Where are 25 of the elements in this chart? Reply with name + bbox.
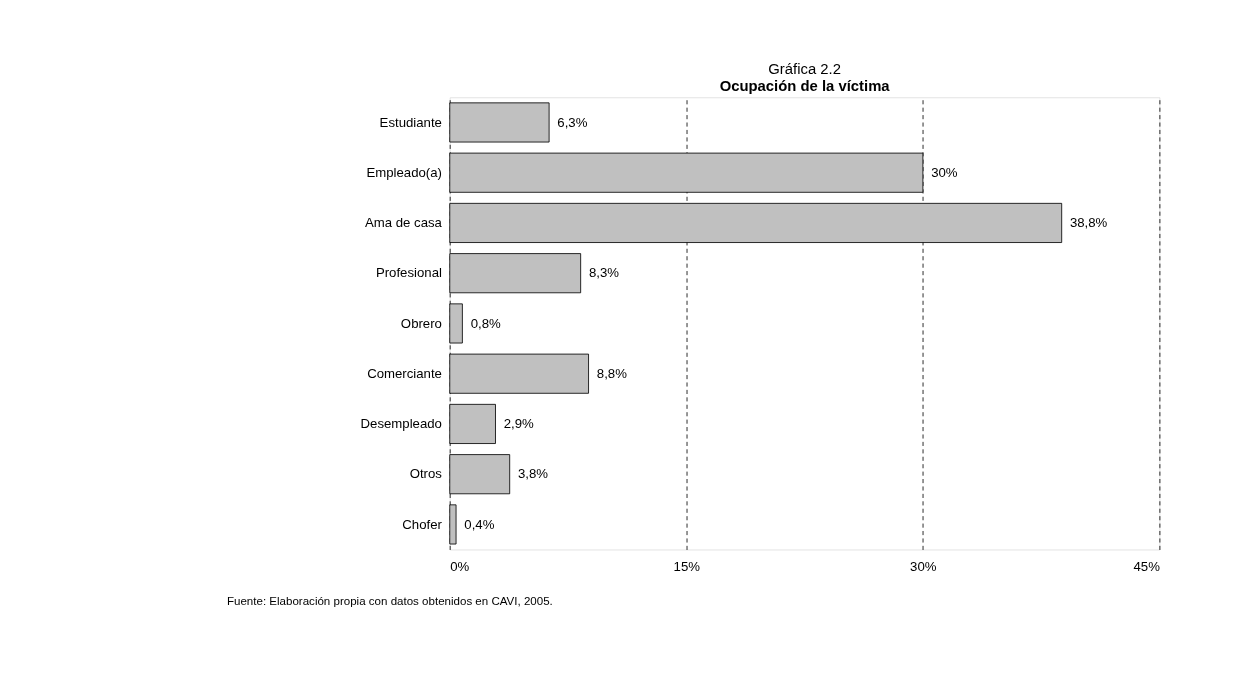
data-label: 38,8% bbox=[1069, 215, 1108, 231]
data-label: 8,3% bbox=[588, 265, 620, 281]
y-tick-label: Obrero bbox=[400, 315, 442, 331]
source-note: Fuente: Elaboración propia con datos obtenidos en CAVI, 2005. bbox=[226, 594, 553, 607]
data-label: 2,9% bbox=[503, 416, 535, 432]
y-tick-label: Empleado(a) bbox=[366, 164, 442, 180]
data-label: 0,8% bbox=[470, 315, 501, 331]
y-tick-label: Chofer bbox=[402, 516, 443, 532]
x-tick-label: 0% bbox=[450, 558, 470, 574]
data-label: 3,8% bbox=[517, 466, 549, 482]
x-tick-label: 30% bbox=[910, 558, 937, 574]
y-tick-label: Comerciante bbox=[367, 365, 442, 381]
chart-subtitle: Ocupación de la víctima bbox=[719, 77, 891, 94]
y-tick-label: Profesional bbox=[375, 265, 442, 281]
data-label: 8,8% bbox=[596, 365, 628, 381]
chart-title: Gráfica 2.2 bbox=[768, 61, 841, 78]
data-label: 0,4% bbox=[464, 516, 495, 532]
x-tick-label: 15% bbox=[673, 558, 701, 574]
y-tick-label: Otros bbox=[409, 466, 443, 482]
data-label: 30% bbox=[931, 164, 958, 180]
x-tick-label: 45% bbox=[1133, 558, 1161, 574]
y-tick-label: Estudiante bbox=[379, 114, 442, 130]
data-label: 6,3% bbox=[557, 114, 588, 130]
y-tick-label: Ama de casa bbox=[364, 215, 443, 231]
y-tick-label: Desempleado bbox=[360, 416, 442, 432]
